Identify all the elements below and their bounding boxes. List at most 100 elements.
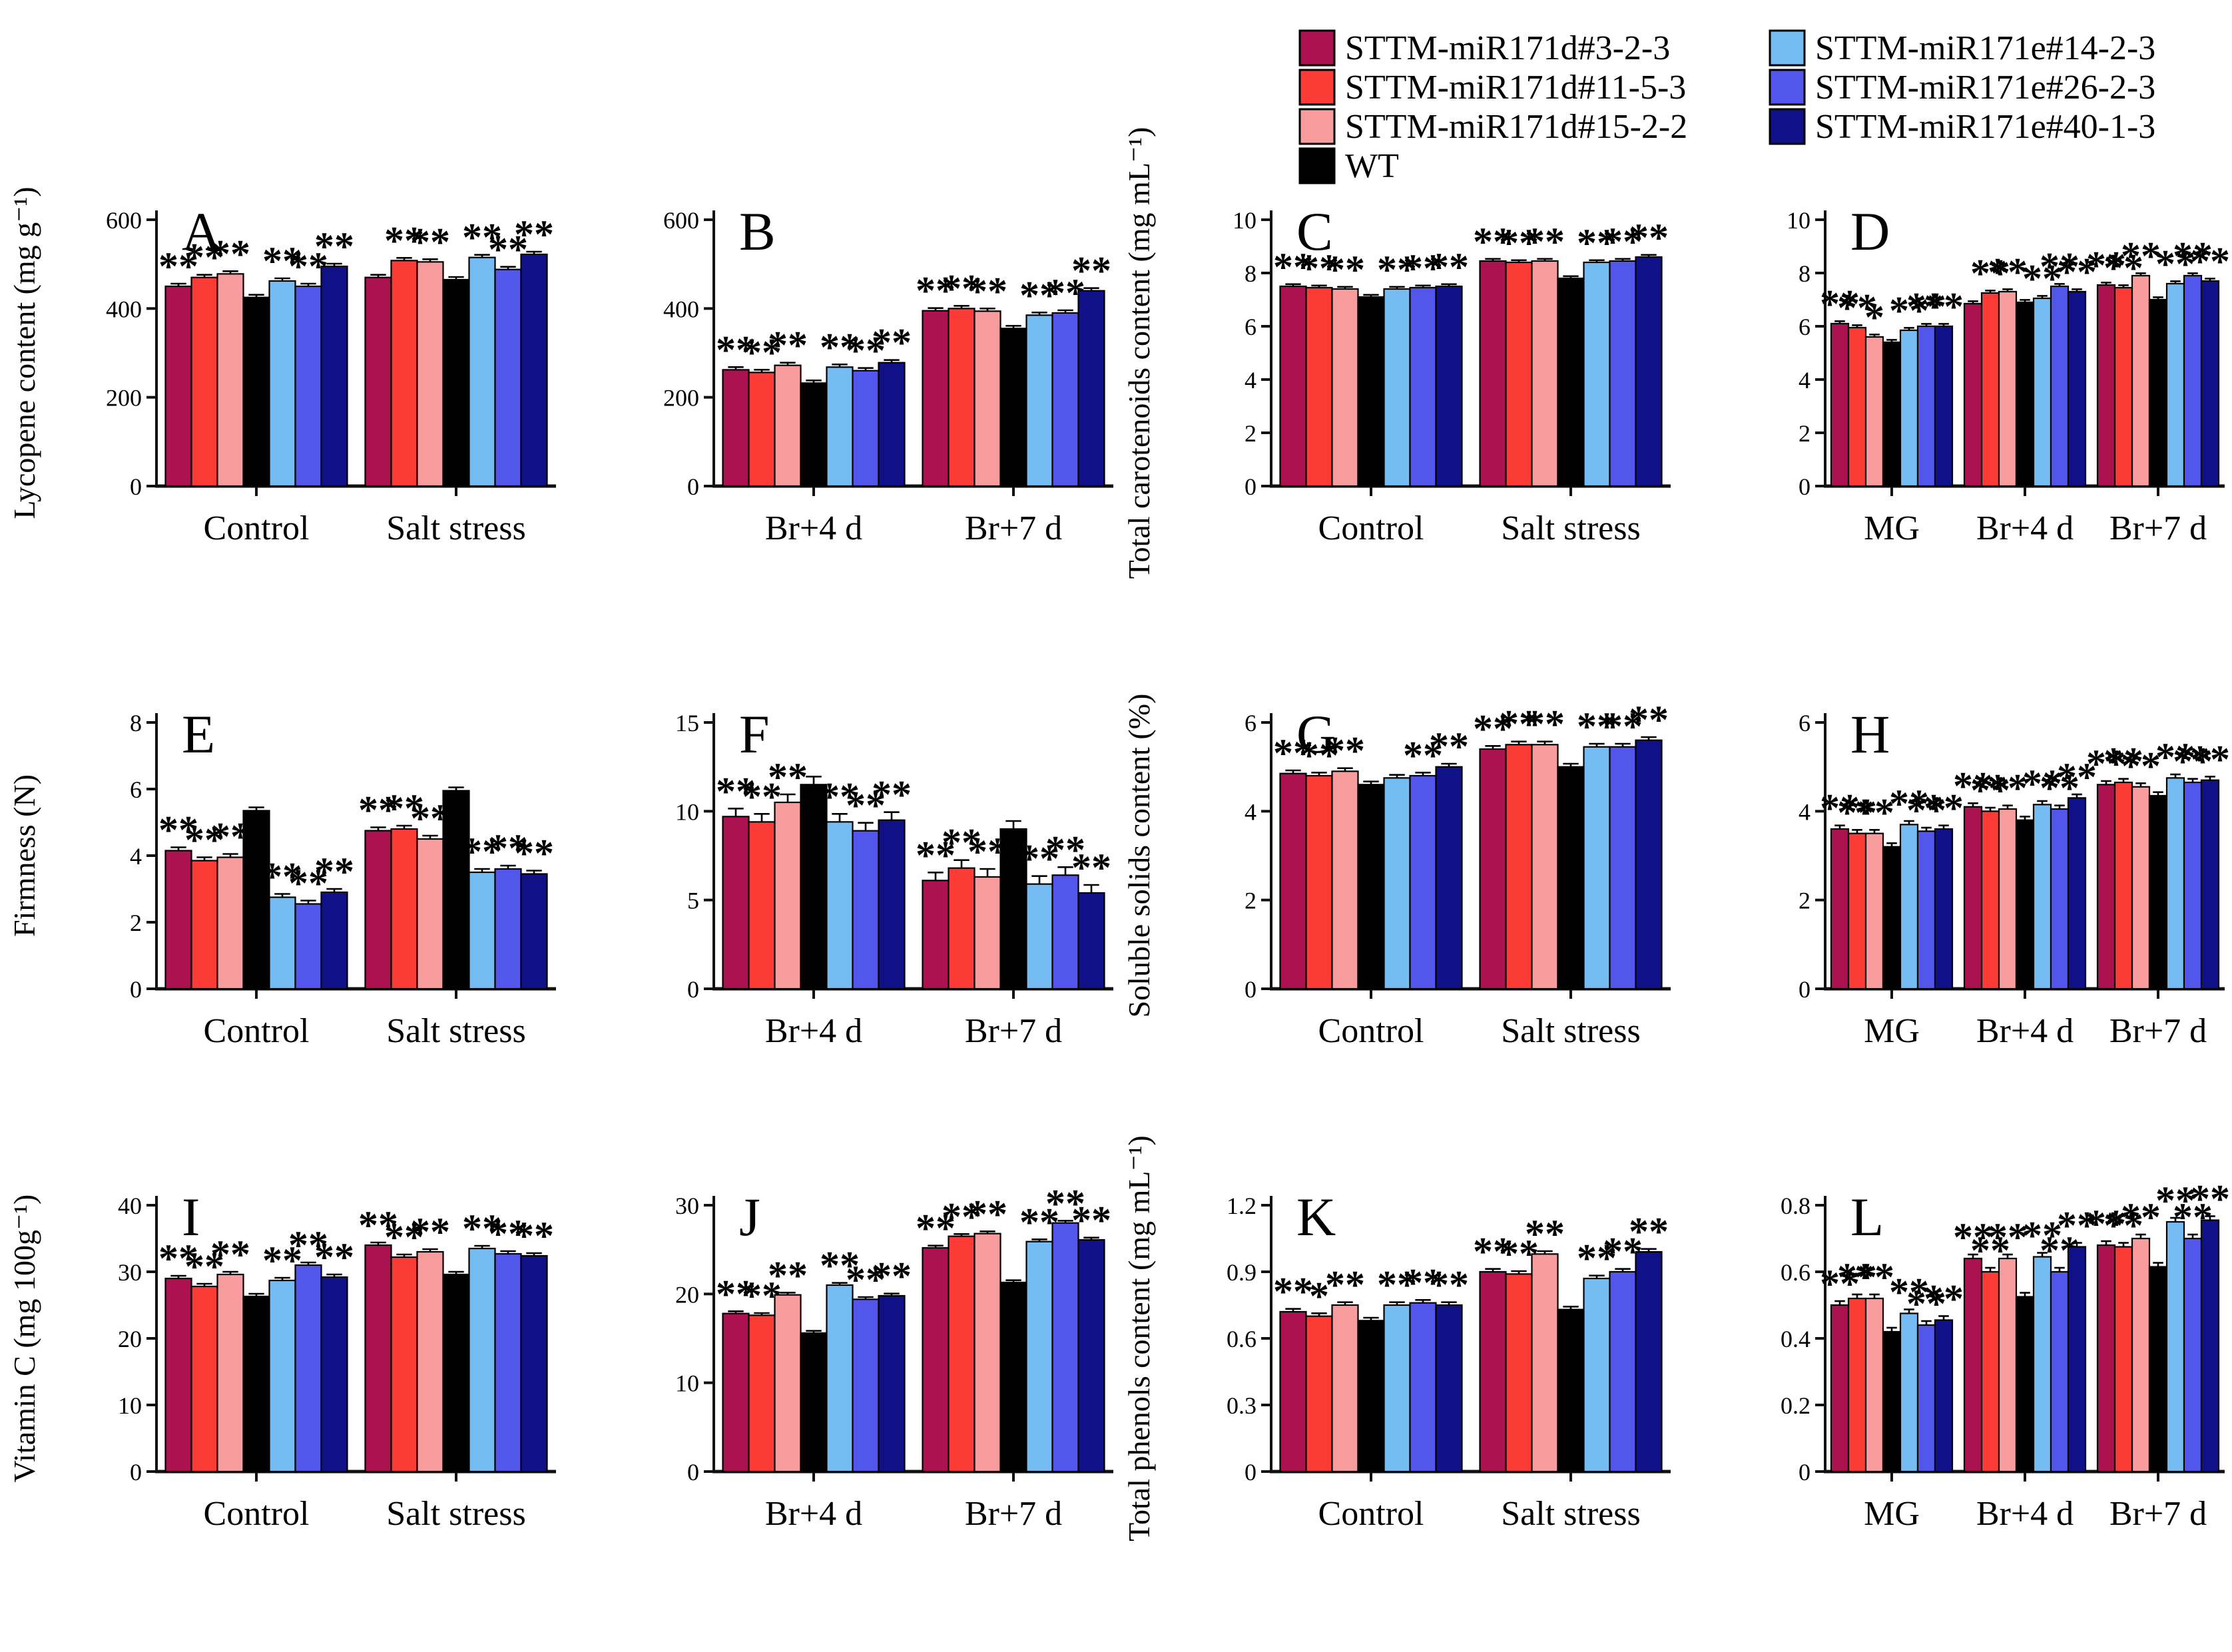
bar-A-Control-STTM-miR171e#26-2-3	[294, 285, 322, 487]
significance-label: **	[514, 212, 554, 256]
bar-A-Salt stress-STTM-miR171d#11-5-3	[390, 260, 418, 487]
bar-G-Salt stress-STTM-miR171e#26-2-3	[1609, 746, 1637, 990]
x-group-label: Br+7 d	[965, 509, 1062, 547]
significance-label: **	[488, 826, 528, 870]
significance-label: **	[358, 788, 398, 832]
bar-L-MG-STTM-miR171e#26-2-3	[1916, 1324, 1936, 1473]
significance-label: **	[2190, 1177, 2230, 1221]
significance-label: *	[1864, 295, 1884, 339]
significance-label: **	[2040, 244, 2080, 288]
legend-label: STTM-miR171e#40-1-3	[1815, 108, 2155, 146]
significance-label: **	[1499, 702, 1539, 746]
significance-label: **	[1953, 764, 1993, 808]
y-tick-label: 2	[1799, 420, 1811, 447]
panel-A: 0 200 400 600 Lycopene content (mg g⁻¹) A Cont…	[7, 186, 556, 547]
bar-H-MG-WT	[1882, 846, 1902, 990]
y-tick-label: 0	[130, 1459, 142, 1486]
y-axis-title: Soluble solids content (%)	[1122, 694, 1156, 1018]
bar-D-Br+7 d-STTM-miR171e#14-2-3	[2165, 282, 2185, 487]
significance-label: **	[1837, 1255, 1877, 1299]
bar-L-Br+7 d-STTM-miR171d#11-5-3	[2113, 1246, 2133, 1473]
y-tick-label: 0	[130, 473, 142, 500]
bar-B-Br+4 d-STTM-miR171d#11-5-3	[748, 372, 776, 487]
x-group-label: Control	[1318, 1495, 1424, 1533]
bar-F-Br+4 d-STTM-miR171e#14-2-3	[826, 821, 854, 990]
bar-J-Br+4 d-STTM-miR171d#3-2-3	[722, 1312, 750, 1473]
bar-A-Salt stress-STTM-miR171d#3-2-3	[364, 276, 392, 487]
significance-label: **	[262, 239, 302, 283]
y-tick-label: 6	[1799, 314, 1811, 340]
panel-letter: C	[1296, 201, 1333, 262]
bar-E-Control-STTM-miR171e#14-2-3	[268, 896, 296, 990]
significance-label: **	[2121, 1195, 2161, 1239]
bar-B-Br+7 d-STTM-miR171e#40-1-3	[1077, 290, 1105, 487]
bar-D-MG-WT	[1882, 341, 1902, 487]
x-group-label: Br+4 d	[765, 1495, 862, 1533]
significance-label: **	[1071, 846, 1111, 890]
bar-H-MG-STTM-miR171e#14-2-3	[1899, 824, 1919, 990]
bar-L-MG-STTM-miR171e#14-2-3	[1899, 1312, 1919, 1473]
significance-label: **	[288, 1223, 328, 1267]
bar-G-Salt stress-STTM-miR171d#3-2-3	[1479, 748, 1507, 990]
bar-G-Salt stress-STTM-miR171d#11-5-3	[1505, 744, 1533, 990]
x-group-label: Br+7 d	[2109, 1012, 2207, 1050]
bar-G-Control-WT	[1357, 784, 1385, 990]
bar-K-Control-STTM-miR171d#11-5-3	[1305, 1315, 1333, 1473]
bar-H-Br+4 d-STTM-miR171d#15-2-2	[1998, 808, 2018, 990]
significance-label: **	[210, 232, 250, 276]
bar-D-Br+4 d-STTM-miR171d#3-2-3	[1963, 302, 1983, 487]
bar-A-Control-WT	[242, 296, 270, 487]
bar-B-Br+7 d-STTM-miR171d#3-2-3	[922, 310, 950, 487]
significance-label: **	[942, 266, 981, 310]
significance-label: **	[768, 324, 808, 368]
legend-swatch-4	[1298, 147, 1336, 184]
y-tick-label: 2	[1799, 888, 1811, 914]
bar-G-Control-STTM-miR171e#26-2-3	[1409, 774, 1437, 990]
legend-swatch-6	[1769, 69, 1806, 106]
significance-label: **	[2121, 744, 2161, 788]
significance-label: **	[514, 832, 554, 876]
panel-letter: E	[182, 704, 215, 764]
significance-label: **	[2190, 737, 2230, 781]
significance-label: **	[1924, 786, 1964, 830]
significance-label: **	[410, 1210, 450, 1254]
bar-I-Control-STTM-miR171e#26-2-3	[294, 1264, 322, 1473]
legend-swatch-5	[1769, 29, 1806, 67]
significance-label: **	[1273, 1270, 1313, 1314]
y-tick-label: 10	[1233, 207, 1256, 234]
significance-label: **	[2022, 762, 2062, 806]
bar-E-Control-STTM-miR171e#26-2-3	[294, 903, 322, 990]
y-tick-label: 8	[1245, 260, 1256, 287]
significance-label: **	[2057, 1204, 2097, 1248]
bar-C-Control-STTM-miR171e#14-2-3	[1383, 288, 1411, 487]
significance-label: **	[872, 773, 912, 817]
x-group-label: Salt stress	[1501, 1495, 1640, 1533]
significance-label: **	[2121, 234, 2161, 278]
bar-B-Br+7 d-STTM-miR171e#26-2-3	[1051, 312, 1079, 487]
significance-label: **	[262, 855, 302, 899]
bar-C-Salt stress-STTM-miR171d#3-2-3	[1479, 260, 1507, 487]
bar-C-Control-STTM-miR171d#15-2-2	[1331, 288, 1359, 487]
significance-label: **	[872, 321, 912, 365]
bar-G-Salt stress-STTM-miR171e#14-2-3	[1583, 746, 1611, 990]
y-tick-label: 30	[675, 1193, 699, 1219]
bar-A-Control-STTM-miR171d#15-2-2	[216, 273, 244, 487]
y-tick-label: 10	[675, 798, 699, 825]
bar-H-Br+4 d-STTM-miR171e#40-1-3	[2067, 797, 2087, 990]
significance-label: **	[968, 269, 1007, 313]
y-tick-label: 4	[130, 843, 142, 870]
bar-E-Control-STTM-miR171d#11-5-3	[190, 860, 218, 990]
x-group-label: Br+7 d	[965, 1012, 1062, 1050]
bar-L-Br+4 d-STTM-miR171d#3-2-3	[1963, 1257, 1983, 1473]
legend: STTM-miR171d#3-2-3STTM-miR171d#11-5-3STT…	[1298, 29, 2155, 185]
bar-J-Br+4 d-STTM-miR171e#26-2-3	[852, 1298, 880, 1473]
significance-label: **	[514, 1214, 554, 1258]
bar-I-Control-STTM-miR171d#15-2-2	[216, 1273, 244, 1473]
significance-label: **	[1429, 724, 1469, 768]
significance-label: **	[358, 1203, 398, 1247]
bar-H-Br+4 d-STTM-miR171e#14-2-3	[2032, 804, 2052, 990]
y-tick-label: 6	[1799, 710, 1811, 736]
bar-K-Salt stress-STTM-miR171d#3-2-3	[1479, 1270, 1507, 1473]
